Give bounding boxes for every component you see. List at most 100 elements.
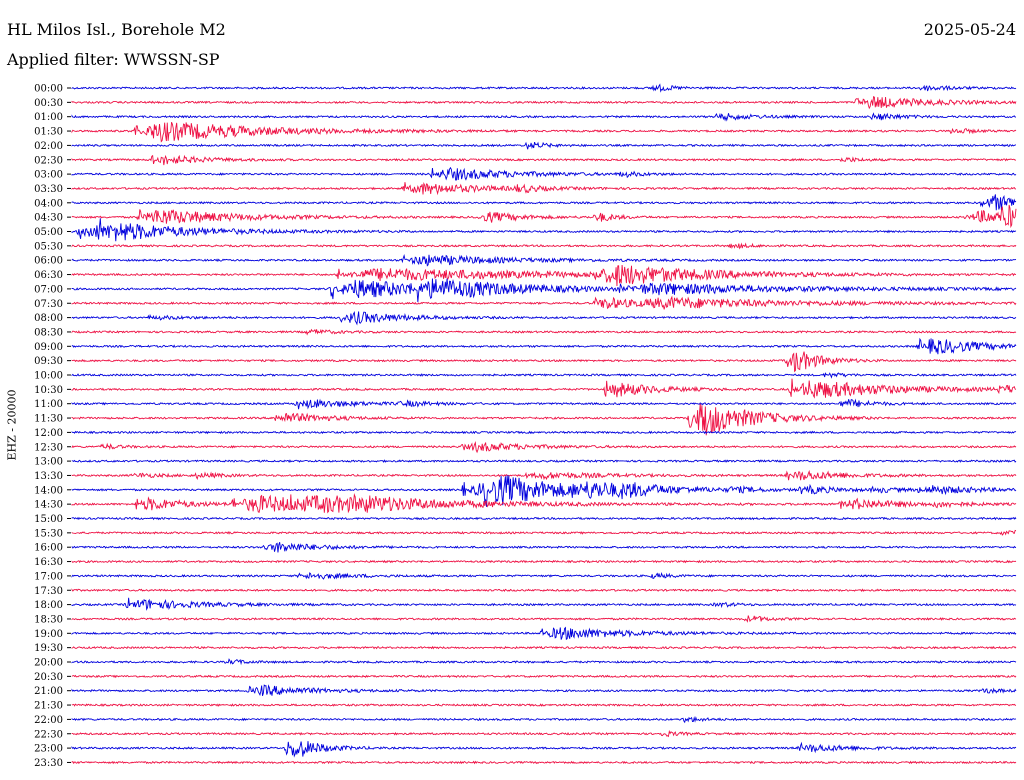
seismic-trace [71, 242, 1017, 250]
row-time-label: 00:00 [34, 84, 63, 95]
row-time-label: 22:00 [34, 715, 63, 726]
row-time-label: 01:30 [34, 127, 63, 138]
seismic-trace [71, 615, 1017, 623]
row-time-label: 11:30 [34, 414, 63, 425]
seismic-trace [71, 459, 1017, 463]
row-time-label: 08:00 [34, 313, 63, 324]
row-time-label: 22:30 [34, 729, 63, 740]
seismic-trace [71, 674, 1017, 679]
seismic-trace [71, 716, 1017, 724]
seismic-trace [71, 475, 1017, 507]
chart-date: 2025-05-24 [923, 20, 1016, 39]
seismic-trace [71, 441, 1017, 454]
row-time-label: 04:00 [34, 198, 63, 209]
seismic-trace [71, 253, 1017, 267]
seismic-trace [71, 194, 1017, 211]
row-time-label: 18:00 [34, 600, 63, 611]
row-time-label: 11:00 [34, 399, 63, 410]
seismic-trace [71, 278, 1017, 303]
row-time-label: 23:30 [34, 758, 63, 769]
row-time-label: 01:00 [34, 112, 63, 123]
seismic-trace [71, 328, 1017, 336]
row-time-label: 23:00 [34, 744, 63, 755]
seismic-trace [71, 542, 1017, 553]
seismic-trace [71, 645, 1017, 650]
filter-label: Applied filter: WWSSN-SP [7, 50, 220, 69]
row-time-label: 20:00 [34, 658, 63, 669]
row-time-label: 06:00 [34, 256, 63, 267]
seismic-trace [71, 516, 1017, 521]
row-time-label: 15:00 [34, 514, 63, 525]
seismic-trace [71, 493, 1017, 514]
row-time-label: 17:30 [34, 586, 63, 597]
row-time-label: 02:30 [34, 155, 63, 166]
row-time-label: 10:30 [34, 385, 63, 396]
seismic-trace [71, 626, 1017, 641]
row-time-label: 08:30 [34, 327, 63, 338]
row-time-label: 12:00 [34, 428, 63, 439]
seismic-trace [71, 469, 1017, 481]
seismic-trace [71, 559, 1017, 564]
chart-title: HL Milos Isl., Borehole M2 [7, 20, 226, 39]
row-time-label: 21:00 [34, 686, 63, 697]
row-time-label: 07:00 [34, 284, 63, 295]
row-time-label: 10:00 [34, 371, 63, 382]
seismic-trace [71, 372, 1017, 379]
seismic-trace [71, 182, 1017, 196]
seismic-trace [71, 83, 1017, 93]
seismic-trace [71, 96, 1017, 110]
seismic-trace [71, 264, 1017, 287]
row-time-label: 05:00 [34, 227, 63, 238]
row-time-label: 12:30 [34, 442, 63, 453]
row-time-label: 09:30 [34, 356, 63, 367]
row-time-label: 17:00 [34, 571, 63, 582]
seismic-trace [71, 141, 1017, 150]
row-time-label: 15:30 [34, 528, 63, 539]
seismic-trace [71, 166, 1017, 181]
seismic-trace [71, 311, 1017, 326]
seismic-trace [71, 658, 1017, 666]
row-time-label: 21:30 [34, 701, 63, 712]
seismic-trace [71, 218, 1017, 242]
row-time-label: 14:00 [34, 485, 63, 496]
row-time-label: 16:30 [34, 557, 63, 568]
seismic-trace [71, 398, 1017, 410]
row-time-label: 13:30 [34, 471, 63, 482]
row-time-label: 19:30 [34, 643, 63, 654]
seismic-trace [71, 760, 1017, 765]
seismic-trace [71, 154, 1017, 166]
row-time-label: 14:30 [34, 500, 63, 511]
row-time-label: 20:30 [34, 672, 63, 683]
row-time-label: 16:00 [34, 543, 63, 554]
seismic-trace [71, 597, 1017, 611]
row-time-label: 03:30 [34, 184, 63, 195]
row-time-label: 19:00 [34, 629, 63, 640]
seismic-trace [71, 588, 1017, 593]
row-time-label: 06:30 [34, 270, 63, 281]
row-time-label: 05:30 [34, 241, 63, 252]
row-time-label: 18:30 [34, 614, 63, 625]
seismic-trace [71, 351, 1017, 373]
seismic-trace [71, 703, 1017, 707]
seismic-trace [71, 112, 1017, 122]
row-time-label: 07:30 [34, 299, 63, 310]
seismic-trace [71, 295, 1017, 310]
row-time-label: 09:00 [34, 342, 63, 353]
row-time-label: 13:00 [34, 457, 63, 468]
seismic-trace [71, 403, 1017, 436]
row-time-label: 00:30 [34, 98, 63, 109]
seismic-trace [71, 337, 1017, 355]
row-time-label: 02:00 [34, 141, 63, 152]
row-time-label: 03:00 [34, 170, 63, 181]
seismic-trace [71, 378, 1017, 399]
seismic-trace [71, 572, 1017, 580]
seismic-trace [71, 122, 1017, 143]
seismic-trace [71, 729, 1017, 738]
row-time-label: 04:30 [34, 213, 63, 224]
seismic-trace [71, 430, 1017, 435]
seismic-trace [71, 684, 1017, 697]
seismic-trace [71, 741, 1017, 758]
seismic-trace [71, 529, 1017, 536]
seismic-trace [71, 204, 1017, 229]
